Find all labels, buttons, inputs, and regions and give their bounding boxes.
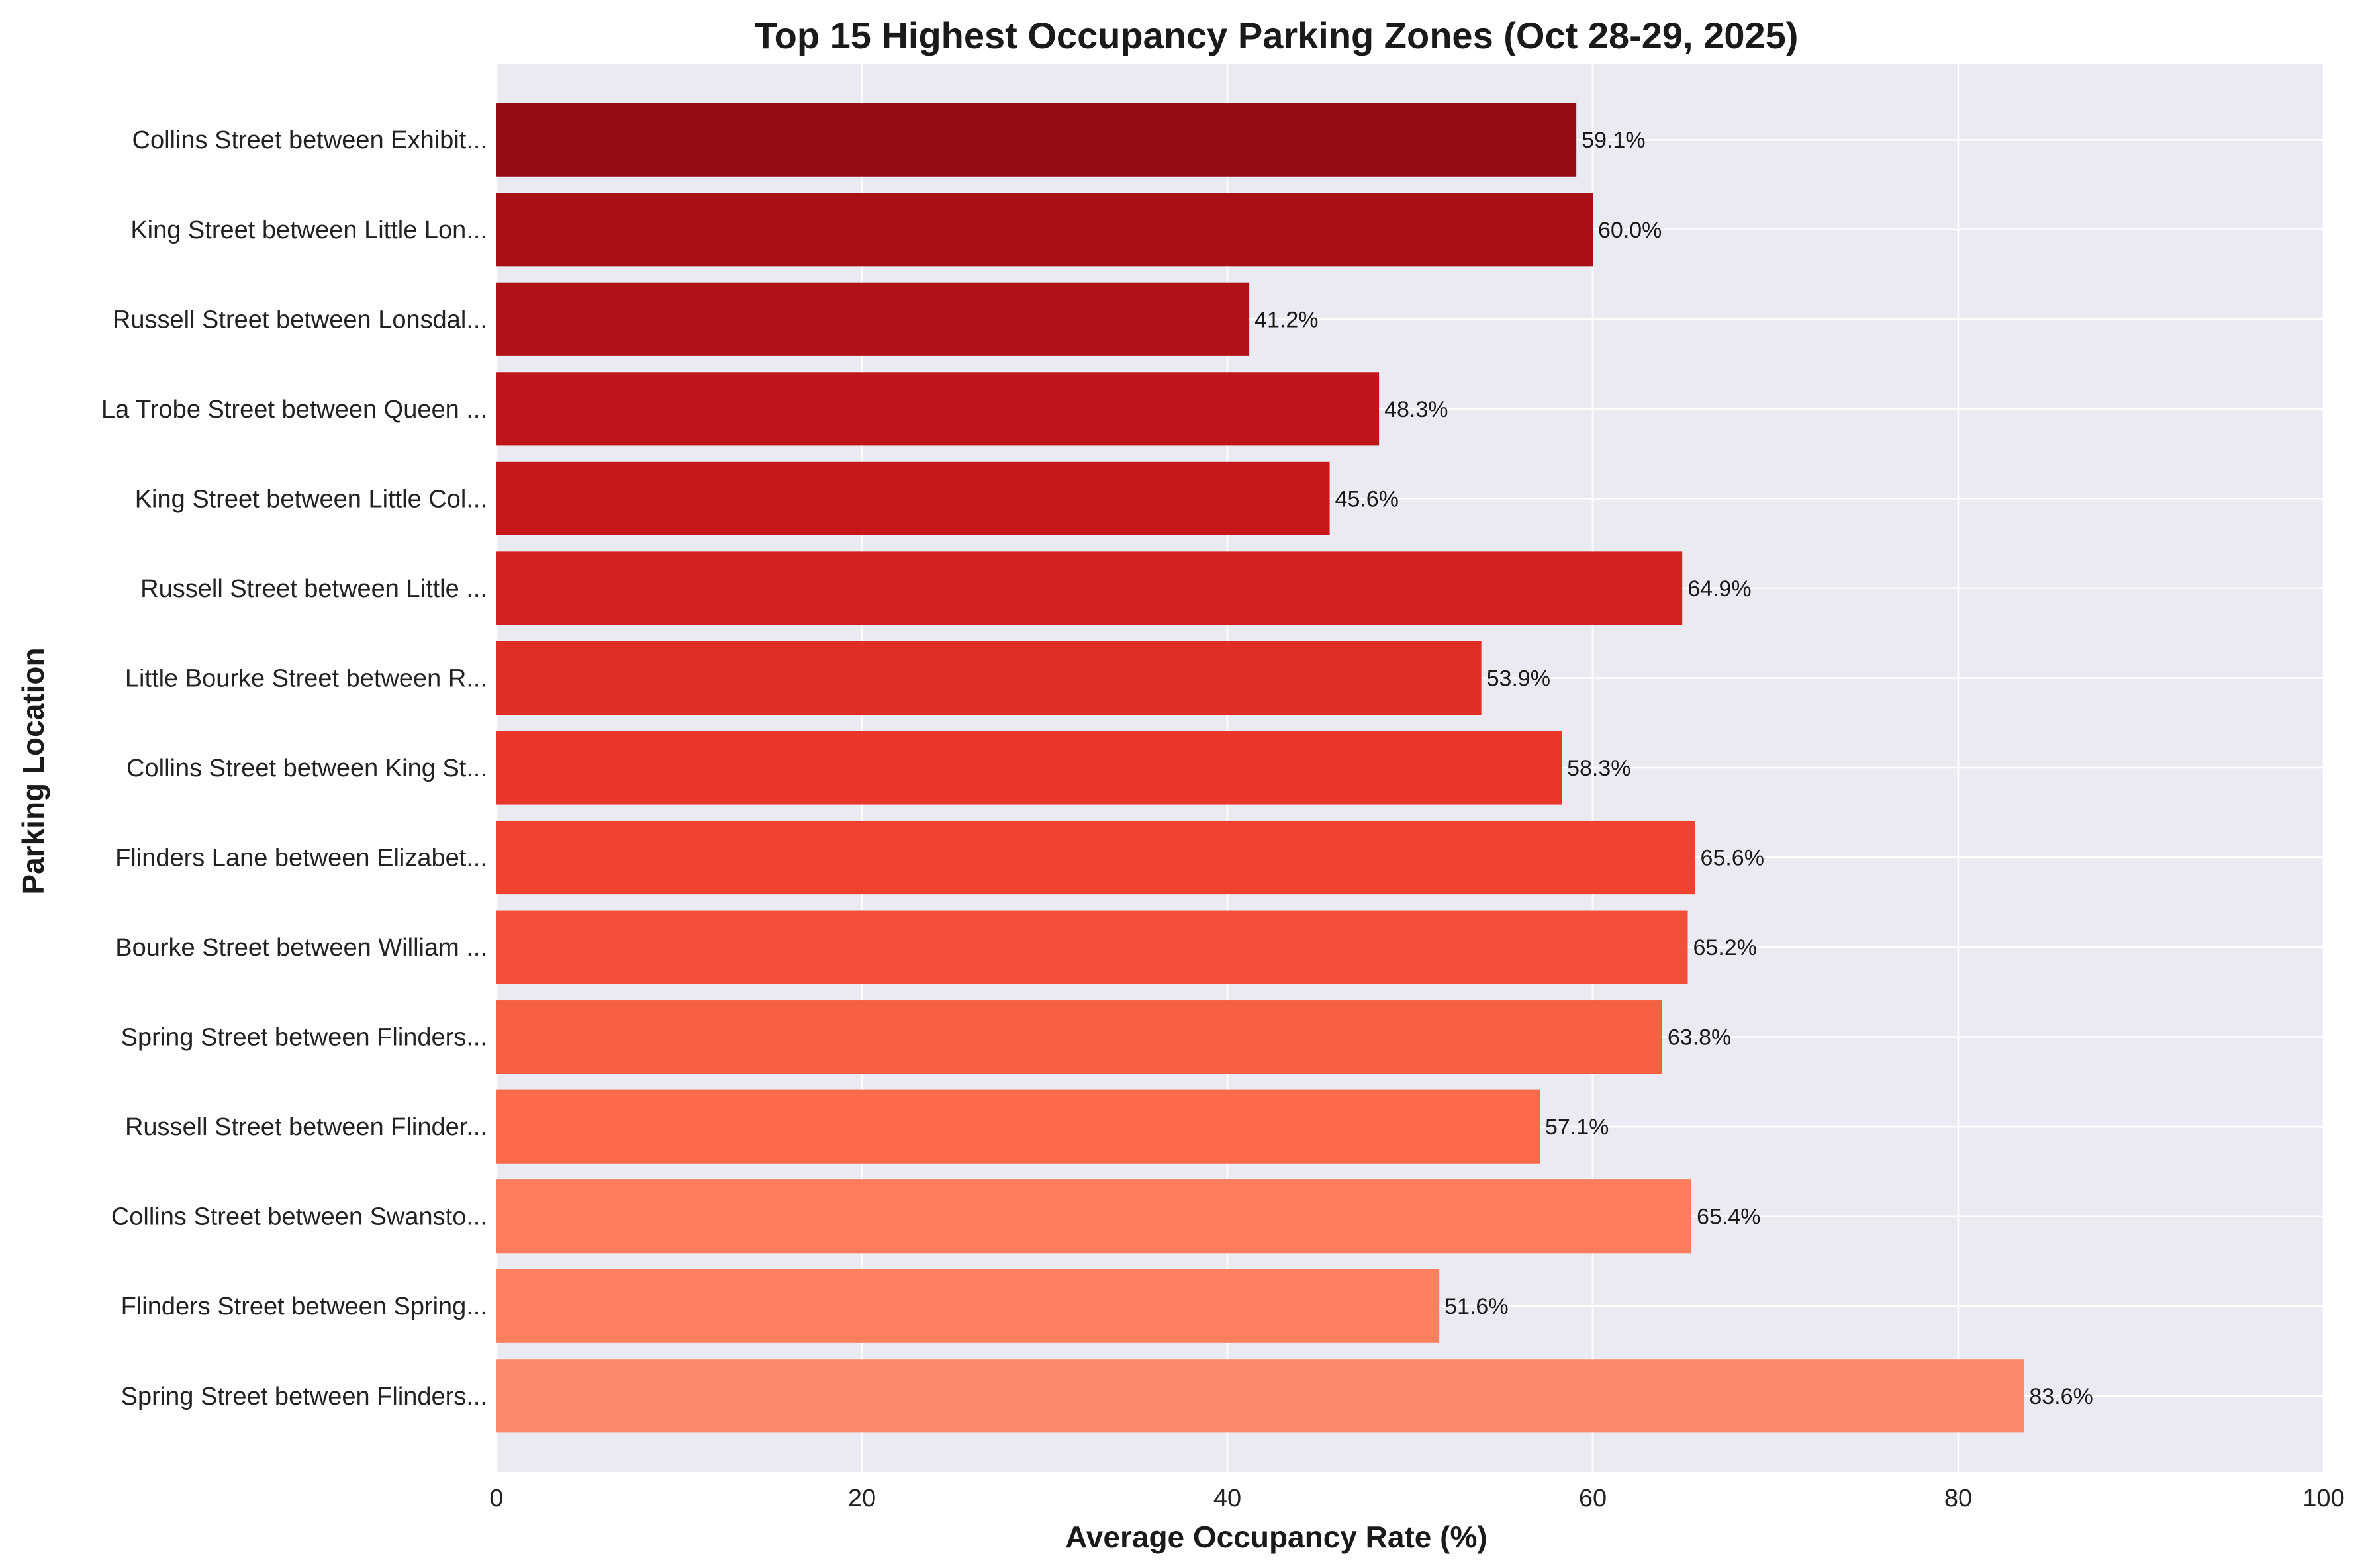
- data-label-10: 63.8%: [1668, 1025, 1731, 1050]
- bar-6: [496, 641, 1482, 715]
- bar-10: [496, 1000, 1662, 1074]
- data-label-14: 83.6%: [2029, 1384, 2093, 1409]
- data-label-11: 57.1%: [1545, 1115, 1609, 1140]
- x-tick-labels: 0 20 40 60 80 100: [489, 1485, 2344, 1512]
- x-tick-label-4: 80: [1944, 1485, 1972, 1512]
- data-label-0: 59.1%: [1582, 128, 1645, 153]
- bar-12: [496, 1179, 1692, 1254]
- bar-14: [496, 1359, 2024, 1433]
- x-tick-label-3: 60: [1579, 1485, 1607, 1512]
- data-label-5: 64.9%: [1687, 576, 1751, 602]
- x-tick-label-1: 20: [848, 1485, 876, 1512]
- data-label-7: 58.3%: [1567, 756, 1630, 781]
- bar-0: [496, 103, 1577, 177]
- category-label-10: Spring Street between Flinders...: [121, 1024, 487, 1052]
- category-label-2: Russell Street between Lonsdal...: [113, 306, 487, 334]
- y-axis-label: Parking Location: [16, 647, 50, 894]
- data-label-8: 65.6%: [1701, 846, 1764, 871]
- data-labels: 59.1% 60.0% 41.2% 48.3% 45.6% 64.9% 53.9% 58.3%…: [1254, 128, 2093, 1409]
- x-axis-label: Average Occupancy Rate (%): [1065, 1520, 1487, 1554]
- data-label-12: 65.4%: [1697, 1205, 1760, 1230]
- category-label-4: King Street between Little Col...: [135, 485, 487, 513]
- bar-1: [496, 193, 1593, 267]
- x-tick-label-2: 40: [1213, 1485, 1241, 1512]
- bar-5: [496, 551, 1683, 625]
- data-label-2: 41.2%: [1254, 307, 1318, 332]
- data-label-1: 60.0%: [1598, 218, 1662, 243]
- data-label-9: 65.2%: [1693, 935, 1757, 960]
- category-label-13: Flinders Street between Spring...: [121, 1293, 487, 1320]
- bars: [496, 103, 2024, 1433]
- x-tick-label-0: 0: [489, 1485, 503, 1512]
- bar-9: [496, 910, 1688, 984]
- bar-11: [496, 1089, 1540, 1164]
- category-labels: Collins Street between Exhibit... King St…: [101, 126, 487, 1410]
- bar-2: [496, 282, 1250, 356]
- category-label-12: Collins Street between Swansto...: [111, 1203, 487, 1231]
- category-label-0: Collins Street between Exhibit...: [132, 126, 488, 154]
- category-label-9: Bourke Street between William ...: [115, 934, 487, 962]
- category-label-3: La Trobe Street between Queen ...: [101, 396, 487, 424]
- category-label-5: Russell Street between Little ...: [140, 575, 487, 603]
- x-tick-label-5: 100: [2302, 1485, 2344, 1512]
- chart-title: Top 15 Highest Occupancy Parking Zones (…: [755, 15, 1799, 56]
- category-label-11: Russell Street between Flinder...: [125, 1113, 487, 1141]
- category-label-7: Collins Street between King St...: [126, 755, 487, 782]
- data-label-3: 48.3%: [1384, 397, 1448, 422]
- bar-8: [496, 820, 1695, 895]
- category-label-1: King Street between Little Lon...: [130, 216, 487, 244]
- data-label-6: 53.9%: [1487, 666, 1550, 691]
- category-label-14: Spring Street between Flinders...: [121, 1383, 487, 1410]
- data-label-4: 45.6%: [1335, 486, 1399, 512]
- data-label-13: 51.6%: [1444, 1294, 1508, 1319]
- bar-4: [496, 461, 1330, 535]
- bar-7: [496, 731, 1562, 805]
- category-label-8: Flinders Lane between Elizabet...: [115, 845, 487, 872]
- bar-3: [496, 372, 1380, 446]
- bar-13: [496, 1269, 1440, 1343]
- category-label-6: Little Bourke Street between R...: [125, 665, 487, 692]
